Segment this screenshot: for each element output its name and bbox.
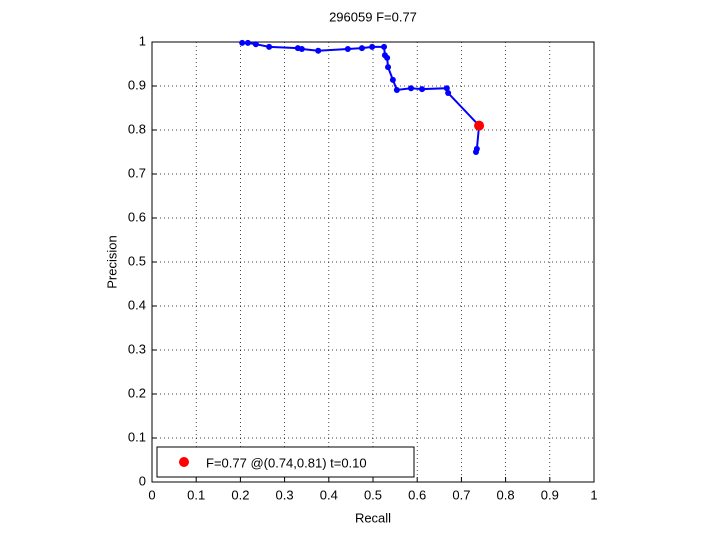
pr-point: [472, 149, 479, 155]
x-tick-label: 0.6: [408, 487, 426, 502]
y-tick-label: 0.6: [128, 209, 146, 224]
x-axis-label: Recall: [355, 510, 391, 525]
pr-point: [389, 76, 396, 83]
pr-point: [381, 43, 388, 50]
y-tick-label: 0.7: [128, 165, 146, 180]
x-tick-label: 0.9: [541, 487, 559, 502]
f-point: [474, 120, 485, 131]
x-tick-label: 0.8: [497, 487, 515, 502]
pr-point: [244, 39, 251, 46]
pr-point: [298, 46, 305, 53]
x-tick-label: 0.3: [276, 487, 294, 502]
y-tick-label: 0: [139, 473, 146, 488]
legend-label: F=0.77 @(0.74,0.81) t=0.10: [206, 455, 367, 470]
x-tick-label: 0: [148, 487, 155, 502]
pr-point: [266, 43, 273, 50]
legend-box: [156, 446, 415, 478]
x-tick-label: 0.7: [452, 487, 470, 502]
pr-point: [358, 45, 365, 52]
y-tick-label: 0.9: [128, 77, 146, 92]
pr-point: [384, 54, 391, 61]
pr-point: [369, 43, 376, 50]
pr-point: [252, 41, 259, 48]
pr-point: [315, 47, 322, 54]
pr-point: [344, 46, 351, 53]
legend-marker: [179, 457, 189, 467]
plot-frame: [151, 41, 595, 483]
x-tick-label: 0.4: [320, 487, 338, 502]
x-tick-label: 0.5: [364, 487, 382, 502]
pr-point: [445, 90, 452, 97]
chart-title: 296059 F=0.77: [329, 9, 417, 24]
y-tick-label: 0.2: [128, 385, 146, 400]
pr-point: [385, 64, 392, 71]
y-axis-label: Precision: [104, 235, 119, 288]
y-tick-label: 0.5: [128, 253, 146, 268]
y-tick-label: 0.8: [128, 121, 146, 136]
pr-point: [408, 85, 415, 92]
pr-point: [443, 85, 450, 92]
x-tick-label: 1: [590, 487, 597, 502]
pr-point: [419, 86, 426, 93]
pr-point: [393, 86, 400, 93]
x-tick-label: 0.2: [231, 487, 249, 502]
y-tick-label: 0.4: [128, 297, 146, 312]
x-tick-label: 0.1: [187, 487, 205, 502]
y-tick-label: 1: [139, 33, 146, 48]
y-tick-label: 0.1: [128, 429, 146, 444]
pr-point: [239, 39, 246, 46]
y-tick-label: 0.3: [128, 341, 146, 356]
